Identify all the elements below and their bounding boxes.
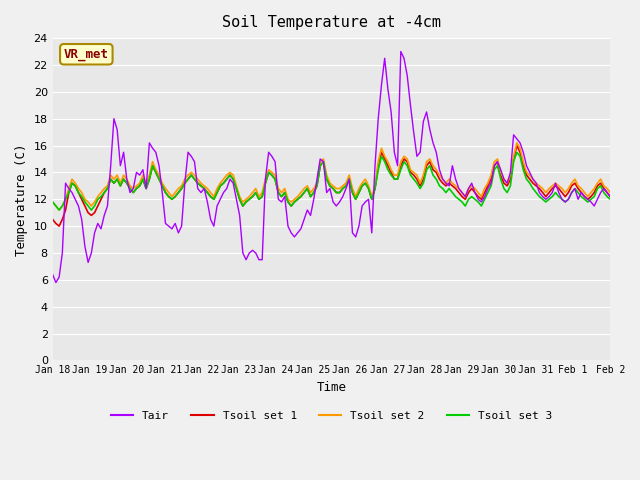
Title: Soil Temperature at -4cm: Soil Temperature at -4cm	[222, 15, 441, 30]
Text: VR_met: VR_met	[64, 48, 109, 61]
Legend: Tair, Tsoil set 1, Tsoil set 2, Tsoil set 3: Tair, Tsoil set 1, Tsoil set 2, Tsoil se…	[107, 407, 556, 426]
Y-axis label: Temperature (C): Temperature (C)	[15, 143, 28, 255]
X-axis label: Time: Time	[317, 381, 346, 394]
